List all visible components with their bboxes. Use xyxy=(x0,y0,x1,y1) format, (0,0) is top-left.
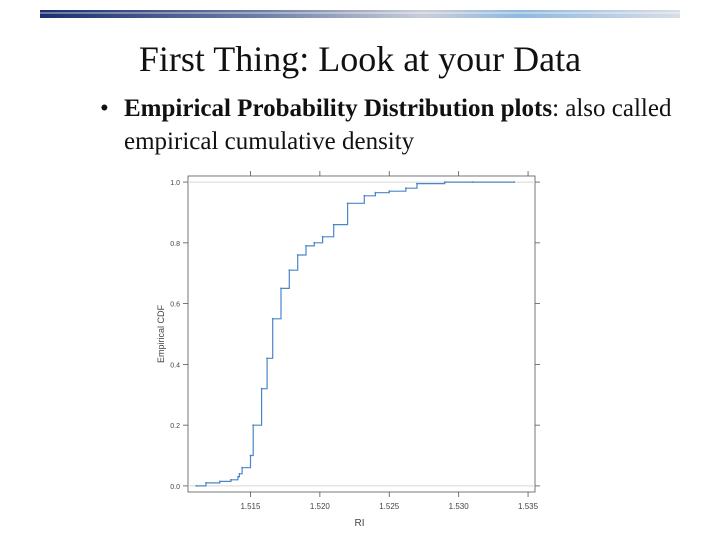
ecdf-point xyxy=(363,194,366,197)
y-tick-label: 1.0 xyxy=(170,180,180,187)
ecdf-point xyxy=(241,466,243,469)
ecdf-chart: 1.515 1.520 1.525 1.530 1.535 0.0 0.2 0.4 0.6 0.8… xyxy=(156,171,540,529)
ecdf-point xyxy=(471,181,474,183)
ecdf-point xyxy=(230,478,232,481)
y-tick-label: 0.6 xyxy=(170,302,180,309)
ecdf-point xyxy=(237,475,239,478)
bullet-colon: : xyxy=(552,95,560,122)
ecdf-point xyxy=(266,357,268,360)
y-tick-label: 0.8 xyxy=(170,241,180,248)
ecdf-plot: 1.515 1.520 1.525 1.530 1.535 0.0 0.2 0.4 0.6 0.8… xyxy=(150,160,550,535)
ecdf-point xyxy=(205,482,207,484)
x-tick-label: 1.535 xyxy=(518,502,539,511)
x-tick-label: 1.515 xyxy=(240,502,261,511)
ecdf-point xyxy=(405,187,407,190)
bullet-text: Empirical Probability Distribution plots… xyxy=(124,92,694,158)
title-decor-bar xyxy=(40,10,680,18)
ecdf-point xyxy=(313,241,316,244)
ecdf-point xyxy=(260,387,263,390)
y-tick-label: 0.4 xyxy=(170,362,180,369)
bullet-bold-text: Empirical Probability Distribution plots xyxy=(124,95,553,122)
ecdf-point xyxy=(374,191,377,194)
ecdf-point xyxy=(443,181,446,183)
ecdf-series-line-0 xyxy=(196,181,515,487)
ecdf-point xyxy=(249,454,252,457)
ecdf-point xyxy=(271,317,274,320)
ecdf-point xyxy=(288,269,291,272)
y-axis-label: Empirical CDF xyxy=(156,305,166,364)
ecdf-point xyxy=(332,223,335,226)
x-tick-label: 1.525 xyxy=(379,502,400,511)
bullet-rest-text: also called empirical cumulative density xyxy=(124,95,672,155)
plot-frame xyxy=(187,175,536,493)
x-tick-label: 1.520 xyxy=(310,502,331,511)
slide-title: First Thing: Look at your Data xyxy=(138,39,582,79)
ecdf-point xyxy=(305,245,307,247)
ecdf-point xyxy=(252,424,255,427)
x-axis-label: RI xyxy=(355,518,365,529)
ecdf-point xyxy=(280,287,282,290)
ecdf-point xyxy=(346,202,349,205)
ecdf-point xyxy=(219,480,221,483)
bullet-marker: • xyxy=(100,95,109,122)
ecdf-point xyxy=(238,472,241,475)
ecdf-point xyxy=(195,485,198,487)
ecdf-point xyxy=(388,190,391,193)
ecdf-point xyxy=(296,254,299,256)
x-tick-label: 1.530 xyxy=(449,502,470,511)
y-tick-label: 0.0 xyxy=(170,484,180,491)
y-tick-label: 0.2 xyxy=(170,423,180,430)
ecdf-point xyxy=(321,235,324,238)
ecdf-point xyxy=(416,182,418,185)
ecdf-point xyxy=(513,181,516,183)
